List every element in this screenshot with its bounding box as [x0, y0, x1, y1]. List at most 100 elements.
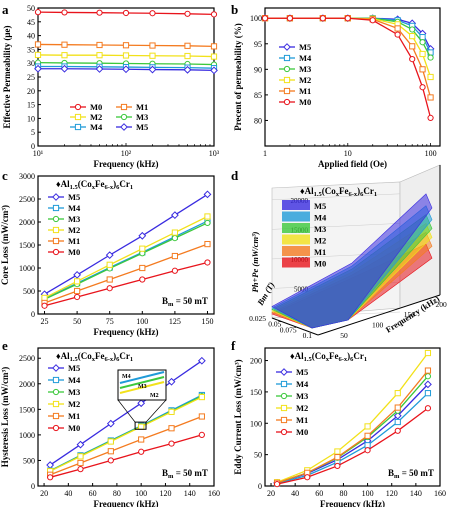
legend-swatch-M2 — [282, 234, 310, 245]
data-point-M5 — [60, 64, 69, 73]
data-point-M1 — [34, 41, 42, 48]
y-tick-label: 200 — [250, 357, 262, 366]
z-axis-label: Ph+Pe (mW/cm³) — [250, 231, 260, 292]
y-tick-label: 45 — [27, 18, 35, 27]
data-point-M2 — [210, 53, 218, 60]
data-point-M1 — [107, 448, 114, 455]
data-point-M2 — [34, 51, 42, 59]
data-point-M2 — [409, 33, 416, 40]
formula-part: x — [92, 184, 96, 191]
legend-marker-M2 — [283, 76, 291, 84]
formula-part: Cr — [119, 179, 130, 189]
legend-label-M4: M4 — [90, 122, 103, 132]
field-annotation: Bm = 50 mT — [388, 468, 434, 480]
x-axis-label: Applied field (Oe) — [318, 159, 387, 169]
plot-frame — [37, 347, 215, 487]
series-M0 — [47, 431, 205, 481]
legend-swatch-M5 — [282, 200, 310, 210]
formula-part: ♦Al — [56, 351, 70, 361]
data-point-M2 — [96, 52, 103, 59]
formula-part: ♦Al — [290, 351, 304, 361]
y-tick-label: 5 — [31, 128, 35, 137]
data-point-M2 — [107, 438, 114, 445]
data-point-M1 — [149, 42, 156, 49]
legend-label-M2: M2 — [68, 225, 80, 235]
y-tick-label: 40 — [27, 32, 35, 41]
legend-label-M3: M3 — [299, 64, 311, 74]
data-point-M5 — [170, 211, 179, 220]
data-point-M0 — [171, 267, 178, 274]
formula-part: 1.5 — [314, 191, 323, 198]
data-point-M0 — [138, 448, 145, 455]
x-tick-label: 1 — [263, 149, 267, 158]
x-tick-label: 160 — [434, 489, 446, 498]
data-point-M0 — [319, 15, 326, 22]
data-point-M5 — [183, 65, 192, 74]
y-axis-label: Core Loss (mW/cm³) — [0, 205, 10, 285]
formula-part: Cr — [353, 351, 364, 361]
legend-label-M0: M0 — [90, 102, 102, 112]
series-M5 — [40, 190, 212, 299]
legend-label-M5: M5 — [299, 42, 311, 52]
legend-marker-M2 — [52, 400, 60, 408]
formula-part: Fe — [329, 351, 339, 361]
x-axis-label: Frequency (kHz) — [93, 327, 158, 337]
y-tick-label: 0 — [258, 482, 262, 491]
formula-part: 6-x — [348, 191, 357, 198]
formula-part: ♦Al — [300, 186, 314, 196]
data-point-M0 — [139, 276, 146, 283]
x-tick-label: 75 — [106, 317, 114, 326]
formula-part: ♦Al — [56, 179, 70, 189]
formula-part: 6 — [360, 191, 364, 198]
series-line-M5 — [44, 193, 208, 295]
data-point-M2 — [106, 261, 113, 268]
legend-label-M4: M4 — [299, 53, 312, 63]
y-tick-label: 1500 — [19, 405, 35, 414]
data-point-M0 — [409, 56, 416, 63]
data-point-M1 — [427, 94, 434, 101]
data-point-M1 — [138, 436, 145, 443]
legend-marker-M0 — [52, 248, 60, 256]
data-point-M0 — [41, 302, 48, 309]
data-point-M5 — [122, 65, 130, 74]
data-point-M2 — [139, 245, 146, 252]
series-line-M1 — [49, 415, 203, 476]
x-tick-label: 140 — [184, 489, 196, 498]
panel-letter-b: b — [231, 2, 238, 17]
legend-marker-M3 — [52, 215, 60, 223]
legend-marker-M5 — [280, 368, 288, 376]
legend-marker-M0 — [283, 98, 291, 106]
data-point-M1 — [364, 432, 371, 439]
y-tick-label: 2000 — [19, 218, 35, 227]
data-point-M1 — [419, 66, 426, 73]
legend-label-M3: M3 — [296, 391, 308, 401]
data-point-M0 — [122, 9, 130, 17]
x-tick-label: 150 — [201, 317, 213, 326]
x-tick-label: 140 — [410, 489, 422, 498]
x-tick-label: 120 — [159, 489, 171, 498]
data-point-M5 — [106, 419, 115, 428]
annotation-part: B — [388, 468, 394, 478]
legend-label-M1: M1 — [68, 236, 80, 246]
series-M0 — [273, 405, 432, 488]
data-point-M0 — [149, 10, 156, 17]
formula-part: 1.5 — [304, 356, 313, 363]
data-point-M3 — [424, 373, 432, 380]
y-tick-label: 10 — [27, 114, 35, 123]
data-point-M1 — [334, 454, 341, 461]
x-tick-label: 10² — [121, 149, 132, 158]
panel-b: 80 85 90 95 100 1 10 100 Applied field (Oe) Prece… — [233, 7, 441, 169]
data-point-M2 — [364, 423, 371, 430]
data-point-M3 — [204, 219, 211, 227]
legend-marker-M4 — [283, 54, 291, 62]
data-point-M0 — [394, 31, 401, 38]
legend-marker-M4 — [74, 123, 82, 131]
data-point-M2 — [419, 50, 426, 58]
legend-marker-M0 — [74, 103, 82, 111]
panel-letter-a: a — [2, 2, 9, 17]
legend-label-M3: M3 — [68, 387, 80, 397]
y-tick-label: 50 — [27, 4, 35, 13]
data-point-M2 — [74, 278, 81, 285]
